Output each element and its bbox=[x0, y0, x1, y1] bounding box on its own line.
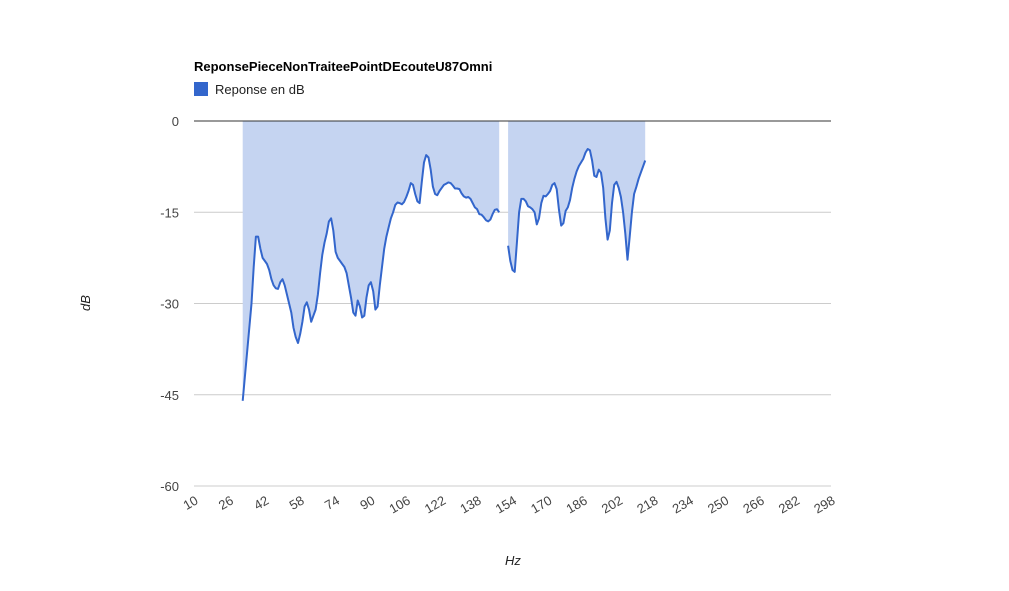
x-tick-label: 218 bbox=[634, 493, 660, 517]
x-tick-label: 154 bbox=[493, 493, 519, 517]
series-lines bbox=[194, 120, 831, 401]
x-tick-label: 250 bbox=[705, 493, 731, 517]
legend-swatch bbox=[194, 82, 208, 96]
x-tick-label: 58 bbox=[287, 493, 307, 513]
y-tick-label: 0 bbox=[172, 114, 179, 129]
x-tick-label: 122 bbox=[422, 493, 448, 517]
x-tick-label: 266 bbox=[740, 493, 766, 517]
x-tick-label: 298 bbox=[811, 493, 837, 517]
y-tick-label: -45 bbox=[160, 388, 179, 403]
area-fill-segment bbox=[242, 121, 500, 401]
area-fills bbox=[242, 121, 646, 401]
x-tick-label: 282 bbox=[776, 493, 802, 517]
series-line-segment bbox=[241, 154, 501, 401]
y-tick-label: -60 bbox=[160, 479, 179, 494]
series-line-segment bbox=[507, 148, 647, 273]
legend-label: Reponse en dB bbox=[215, 82, 305, 97]
chart-title: ReponsePieceNonTraiteePointDEcouteU87Omn… bbox=[194, 59, 492, 74]
legend[interactable]: Reponse en dB bbox=[194, 82, 305, 97]
y-axis-title: dB bbox=[78, 295, 93, 311]
area-fill-segment bbox=[508, 121, 646, 272]
x-tick-label: 42 bbox=[251, 493, 271, 513]
y-tick-label: -30 bbox=[160, 297, 179, 312]
x-tick-label: 170 bbox=[528, 493, 554, 517]
x-axis-title: Hz bbox=[505, 553, 521, 568]
y-tick-label: -15 bbox=[160, 205, 179, 220]
x-tick-label: 10 bbox=[180, 493, 200, 513]
x-tick-label: 106 bbox=[387, 493, 413, 517]
x-tick-label: 90 bbox=[357, 493, 377, 513]
x-tick-label: 74 bbox=[322, 493, 342, 513]
x-tick-label: 234 bbox=[670, 493, 696, 517]
y-axis-ticks: 0 -15 -30 -45 -60 bbox=[160, 114, 179, 494]
x-tick-label: 202 bbox=[599, 493, 625, 517]
x-tick-label: 186 bbox=[563, 493, 589, 517]
x-tick-label: 138 bbox=[457, 493, 483, 517]
x-axis-ticks: 10 26 42 58 74 90 106 122 138 154 170 186 202 218 234 2… bbox=[180, 493, 837, 517]
x-tick-label: 26 bbox=[216, 493, 236, 513]
